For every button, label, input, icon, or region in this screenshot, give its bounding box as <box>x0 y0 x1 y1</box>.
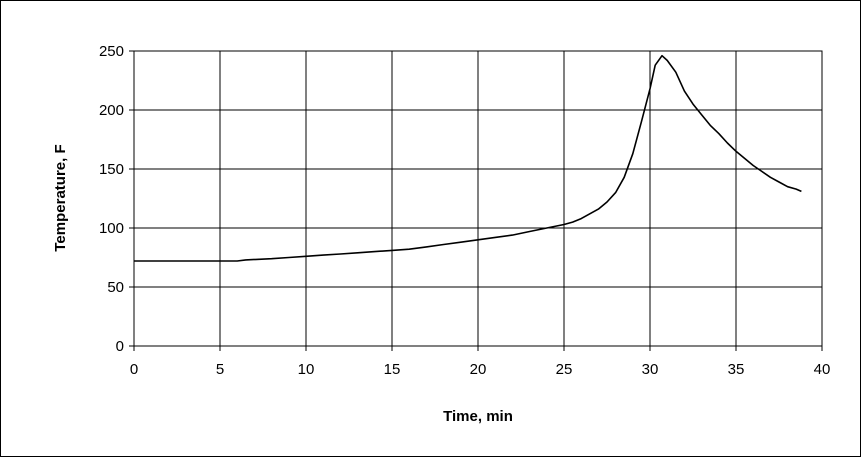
x-tick-label: 25 <box>556 361 573 378</box>
series-line <box>134 54 802 262</box>
x-tick-label: 20 <box>470 361 487 378</box>
x-tick-label: 5 <box>216 361 224 378</box>
x-tick-label: 0 <box>130 361 138 378</box>
y-tick-label: 150 <box>99 161 124 178</box>
x-axis-title: Time, min <box>443 408 513 425</box>
series-layer <box>134 54 802 262</box>
y-tick-label: 100 <box>99 220 124 237</box>
axis-ticks: 0 5 10 15 20 25 30 35 40 0 50 100 150 200 250 <box>99 43 830 378</box>
y-tick-label: 50 <box>107 279 124 296</box>
x-tick-label: 30 <box>642 361 659 378</box>
y-tick-label: 0 <box>116 338 124 355</box>
y-tick-label: 200 <box>99 102 124 119</box>
grid-lines <box>134 51 822 346</box>
y-axis-title: Temperature, F <box>52 144 69 251</box>
x-tick-label: 15 <box>384 361 401 378</box>
y-tick-label: 250 <box>99 43 124 60</box>
x-tick-label: 40 <box>814 361 831 378</box>
x-tick-label: 10 <box>298 361 315 378</box>
x-tick-label: 35 <box>728 361 745 378</box>
